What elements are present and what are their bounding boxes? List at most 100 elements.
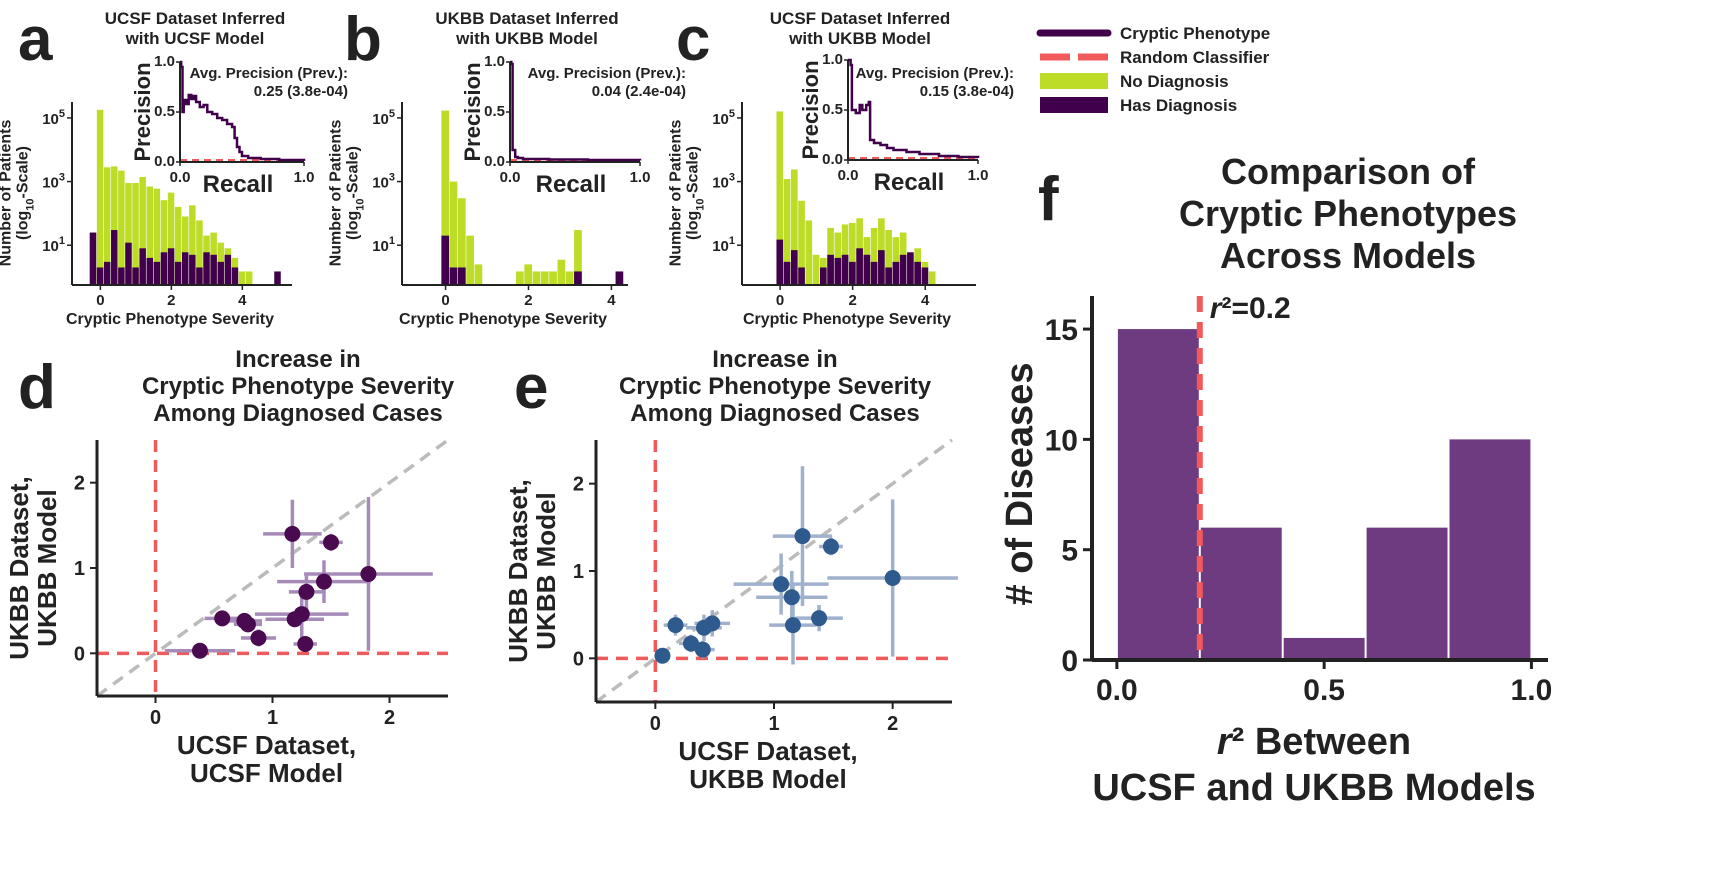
inset-x-tick-label: 0.0: [500, 169, 521, 186]
inset-y-axis-label: Precision: [798, 60, 823, 159]
inset-y-tick-label: 0.5: [484, 103, 505, 120]
panel-c: 0 2 4 101 103 105 Cryptic Phenotype Severity Nu…: [668, 9, 1015, 328]
inset-x-tick-label: 1.0: [968, 167, 989, 184]
y-axis-label: UKBB Dataset,: [4, 476, 34, 660]
no-diagnosis-bar: [96, 109, 104, 285]
y-tick-label: 10: [1045, 424, 1078, 457]
y-tick-label: 101: [712, 235, 735, 255]
avg-precision-value: 0.15 (3.8e-04): [920, 83, 1014, 100]
panel-label-d: d: [18, 353, 56, 422]
y-tick-label: 2: [573, 474, 584, 496]
x-axis-label: Cryptic Phenotype Severity: [743, 311, 951, 328]
legend: Cryptic Phenotype Random Classifier No Dia…: [1036, 24, 1270, 115]
x-tick-label: 0: [150, 707, 161, 729]
no-diagnosis-bar: [790, 169, 798, 285]
identity-line: [594, 438, 954, 704]
avg-precision-label: Avg. Precision (Prev.):: [528, 65, 686, 82]
y-tick-label: 103: [712, 172, 735, 192]
has-diagnosis-bar: [907, 252, 914, 285]
data-point: [284, 525, 301, 542]
has-diagnosis-bar: [834, 257, 842, 285]
y-tick-label: 101: [372, 235, 395, 255]
has-diagnosis-bar: [125, 242, 132, 285]
inset-y-axis-label: Precision: [460, 62, 485, 161]
data-point: [250, 629, 267, 646]
has-diagnosis-bar: [118, 267, 125, 285]
panel-title: Increase in: [712, 346, 837, 373]
inset-x-axis-label: Recall: [874, 169, 945, 196]
has-diagnosis-bar: [132, 267, 139, 285]
has-diagnosis-bar: [182, 252, 189, 285]
x-tick-label: 4: [921, 292, 930, 309]
x-tick-label: 2: [167, 292, 175, 309]
x-tick-label: 1.0: [1511, 674, 1553, 707]
x-tick-label: 2: [384, 707, 395, 729]
data-point: [794, 528, 811, 545]
inset-y-tick-label: 0.0: [154, 153, 175, 170]
panel-title: Comparison of: [1221, 151, 1476, 192]
has-diagnosis-bar: [790, 250, 798, 285]
has-diagnosis-bar: [96, 267, 104, 285]
has-diagnosis-bar: [217, 261, 224, 285]
x-tick-label: 0.5: [1303, 674, 1345, 707]
inset-y-tick-label: 1.0: [484, 53, 505, 70]
inset-y-axis-label: Precision: [130, 62, 155, 161]
data-point: [682, 635, 699, 652]
y-axis-label: UKBB Model: [531, 492, 561, 649]
no-diagnosis-bar: [449, 181, 458, 285]
panel-title: with UCSF Model: [125, 29, 265, 48]
legend-swatch-patch: [1040, 97, 1108, 113]
has-diagnosis-bar: [776, 239, 784, 285]
has-diagnosis-bar: [167, 248, 175, 285]
has-diagnosis-bar: [856, 248, 863, 285]
data-point: [811, 610, 828, 627]
data-point: [773, 576, 790, 593]
y-tick-label: 0: [573, 648, 584, 670]
x-axis-label: r² Between: [1217, 721, 1411, 763]
no-diagnosis-bar: [466, 235, 474, 285]
histogram-bar: [1283, 637, 1365, 660]
has-diagnosis-bar: [921, 267, 929, 285]
no-diagnosis-bar: [441, 110, 450, 285]
y-axis-label: Number of Patients: [328, 120, 345, 267]
y-tick-label: 2: [74, 473, 85, 495]
no-diagnosis-bar: [132, 183, 139, 285]
x-axis-label: UCSF and UKBB Models: [1092, 767, 1535, 809]
has-diagnosis-bar: [849, 261, 856, 285]
no-diagnosis-bar: [885, 230, 892, 285]
precision-recall-curve: [848, 58, 980, 159]
precision-recall-curve: [179, 60, 306, 162]
has-diagnosis-bar: [203, 252, 210, 285]
has-diagnosis-bar: [914, 261, 921, 285]
histogram-bar: [1366, 527, 1448, 660]
avg-precision-value: 0.04 (2.4e-04): [592, 83, 686, 100]
no-diagnosis-bar: [153, 188, 161, 285]
panel-title: with UKBB Model: [455, 29, 598, 48]
panel-label-c: c: [676, 5, 710, 74]
data-point: [654, 647, 671, 664]
legend-swatch-patch: [1040, 73, 1108, 89]
data-point: [315, 573, 332, 590]
no-diagnosis-bar: [849, 222, 856, 285]
y-tick-label: 0: [1061, 645, 1078, 678]
no-diagnosis-bar: [549, 271, 557, 285]
data-point: [822, 538, 839, 555]
has-diagnosis-bar: [160, 252, 168, 285]
no-diagnosis-bar: [524, 264, 533, 285]
has-diagnosis-bar: [441, 235, 450, 285]
y-axis-label: (log10-Scale): [15, 146, 37, 240]
has-diagnosis-bar: [870, 261, 878, 285]
has-diagnosis-bar: [885, 267, 892, 285]
has-diagnosis-bar: [783, 261, 791, 285]
has-diagnosis-bar: [103, 261, 111, 285]
no-diagnosis-bar: [532, 271, 541, 285]
data-point: [783, 589, 800, 606]
y-axis-label: Number of Patients: [0, 120, 15, 267]
inset-y-tick-label: 1.0: [822, 51, 843, 68]
y-axis-label: UKBB Dataset,: [503, 479, 533, 663]
precision-recall-curve: [510, 60, 642, 162]
data-point: [784, 617, 801, 634]
no-diagnosis-bar: [457, 198, 466, 285]
